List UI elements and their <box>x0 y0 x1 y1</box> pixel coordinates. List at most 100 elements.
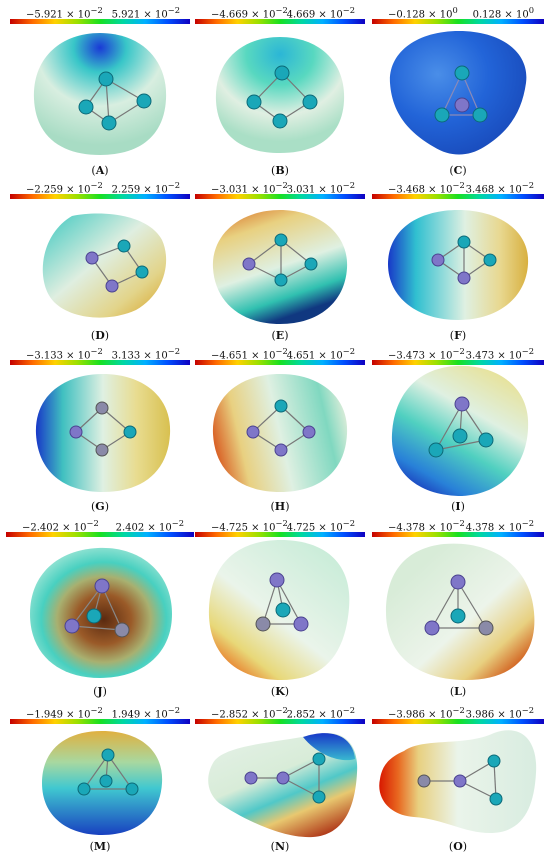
color-scale-bar <box>10 194 190 199</box>
color-scale-labels: −4.669 × 10−2 4.669 × 10−2 <box>195 3 365 20</box>
panel-d: −2.259 × 10−2 2.259 × 10−2 (D) <box>10 178 190 346</box>
esp-surface-l <box>386 543 535 680</box>
scale-max-label: 3.133 × 10−2 <box>111 346 180 362</box>
panel-caption: (M) <box>89 840 111 853</box>
scale-max-label: 3.468 × 10−2 <box>465 180 534 196</box>
color-scale-labels: −2.852 × 10−2 2.852 × 10−2 <box>195 703 365 720</box>
scale-max-label: 1.949 × 10−2 <box>111 705 180 721</box>
panel-caption: (O) <box>448 840 468 853</box>
panel-caption: (J) <box>93 685 107 698</box>
scale-min-label: −1.949 × 10−2 <box>26 705 103 721</box>
color-scale-labels: −2.402 × 10−2 2.402 × 10−2 <box>6 516 194 533</box>
esp-surface-c <box>389 31 527 155</box>
scale-max-label: 0.128 × 100 <box>472 5 534 21</box>
scale-max-label: 4.725 × 10−2 <box>286 518 355 534</box>
esp-surface-j <box>30 547 172 678</box>
scale-min-label: −4.669 × 10−2 <box>211 5 288 21</box>
panel-caption: (H) <box>270 500 290 513</box>
panel-j: −2.402 × 10−2 2.402 × 10−2 (J) <box>6 516 194 700</box>
panel-caption: (L) <box>449 685 467 698</box>
color-scale-bar <box>195 194 365 199</box>
esp-surface-k <box>208 540 350 680</box>
esp-surface-b <box>215 37 345 153</box>
panel-caption: (C) <box>449 164 467 177</box>
color-scale-labels: −5.921 × 10−2 5.921 × 10−2 <box>10 3 190 20</box>
color-scale-bar <box>372 719 544 724</box>
scale-max-label: 5.921 × 10−2 <box>111 5 180 21</box>
scale-max-label: 3.031 × 10−2 <box>286 180 355 196</box>
scale-max-label: 2.852 × 10−2 <box>286 705 355 721</box>
scale-min-label: −3.031 × 10−2 <box>211 180 288 196</box>
color-scale-labels: −2.259 × 10−2 2.259 × 10−2 <box>10 178 190 195</box>
color-scale-bar <box>195 719 365 724</box>
esp-surface-f <box>388 210 529 320</box>
panel-f: −3.468 × 10−2 3.468 × 10−2 (F) <box>372 178 544 346</box>
panel-a: −5.921 × 10−2 5.921 × 10−2 (A) <box>10 3 190 181</box>
scale-min-label: −3.986 × 10−2 <box>388 705 465 721</box>
scale-max-label: 2.259 × 10−2 <box>111 180 180 196</box>
scale-max-label: 3.986 × 10−2 <box>465 705 534 721</box>
scale-min-label: −4.651 × 10−2 <box>211 346 288 362</box>
panel-caption: (I) <box>451 500 465 513</box>
color-scale-bar <box>195 360 365 365</box>
panel-caption: (N) <box>270 840 290 853</box>
panel-i: −3.473 × 10−2 3.473 × 10−2 (I) <box>372 344 544 516</box>
color-scale-labels: −4.651 × 10−2 4.651 × 10−2 <box>195 344 365 361</box>
scale-min-label: −2.402 × 10−2 <box>22 518 99 534</box>
scale-max-label: 2.402 × 10−2 <box>115 518 184 534</box>
color-scale-bar <box>195 19 365 24</box>
scale-min-label: −3.473 × 10−2 <box>388 346 465 362</box>
panel-caption: (B) <box>271 164 289 177</box>
color-scale-bar <box>10 19 190 24</box>
scale-min-label: −3.133 × 10−2 <box>26 346 103 362</box>
panel-n: −2.852 × 10−2 2.852 × 10−2 (N) <box>195 703 365 855</box>
color-scale-bar <box>372 532 544 537</box>
panel-g: −3.133 × 10−2 3.133 × 10−2 (G) <box>10 344 190 516</box>
color-scale-bar <box>6 532 194 537</box>
panel-b: −4.669 × 10−2 4.669 × 10−2 (B) <box>195 3 365 181</box>
panel-m: −1.949 × 10−2 1.949 × 10−2 (M) <box>10 703 190 855</box>
scale-max-label: 4.378 × 10−2 <box>465 518 534 534</box>
panel-caption: (K) <box>270 685 290 698</box>
esp-surface-n <box>208 732 358 838</box>
scale-min-label: −4.725 × 10−2 <box>211 518 288 534</box>
color-scale-labels: −1.949 × 10−2 1.949 × 10−2 <box>10 703 190 720</box>
color-scale-bar <box>10 360 190 365</box>
color-scale-labels: −3.031 × 10−2 3.031 × 10−2 <box>195 178 365 195</box>
color-scale-labels: −3.468 × 10−2 3.468 × 10−2 <box>372 178 544 195</box>
panel-h: −4.651 × 10−2 4.651 × 10−2 (H) <box>195 344 365 516</box>
esp-surface-d <box>42 213 167 318</box>
panel-caption: (D) <box>90 329 110 342</box>
color-scale-labels: −4.725 × 10−2 4.725 × 10−2 <box>195 516 365 533</box>
esp-surface-i <box>391 365 529 496</box>
panel-caption: (F) <box>449 329 467 342</box>
panel-k: −4.725 × 10−2 4.725 × 10−2 (K) <box>195 516 365 700</box>
panel-caption: (E) <box>271 329 289 342</box>
color-scale-bar <box>372 194 544 199</box>
panel-caption: (G) <box>91 500 109 513</box>
scale-min-label: −4.378 × 10−2 <box>388 518 465 534</box>
panel-l: −4.378 × 10−2 4.378 × 10−2 (L) <box>372 516 544 700</box>
color-scale-labels: −3.986 × 10−2 3.986 × 10−2 <box>372 703 544 720</box>
color-scale-labels: −3.133 × 10−2 3.133 × 10−2 <box>10 344 190 361</box>
color-scale-bar <box>10 719 190 724</box>
scale-max-label: 3.473 × 10−2 <box>465 346 534 362</box>
panel-caption: (A) <box>91 164 109 177</box>
color-scale-bar <box>372 360 544 365</box>
scale-max-label: 4.669 × 10−2 <box>286 5 355 21</box>
panel-c: −0.128 × 100 0.128 × 100 (C) <box>372 3 544 181</box>
color-scale-labels: −3.473 × 10−2 3.473 × 10−2 <box>372 344 544 361</box>
panel-o: −3.986 × 10−2 3.986 × 10−2 (O) <box>372 703 544 855</box>
scale-min-label: −2.852 × 10−2 <box>211 705 288 721</box>
scale-min-label: −0.128 × 100 <box>388 5 458 21</box>
panel-e: −3.031 × 10−2 3.031 × 10−2 (E) <box>195 178 365 346</box>
color-scale-labels: −4.378 × 10−2 4.378 × 10−2 <box>372 516 544 533</box>
esp-surface-h <box>212 374 348 492</box>
scale-min-label: −3.468 × 10−2 <box>388 180 465 196</box>
esp-surface-o <box>379 730 537 833</box>
esp-surface-g <box>35 374 171 492</box>
scale-max-label: 4.651 × 10−2 <box>286 346 355 362</box>
esp-surface-a <box>33 33 167 155</box>
scale-min-label: −2.259 × 10−2 <box>26 180 103 196</box>
scale-min-label: −5.921 × 10−2 <box>26 5 103 21</box>
